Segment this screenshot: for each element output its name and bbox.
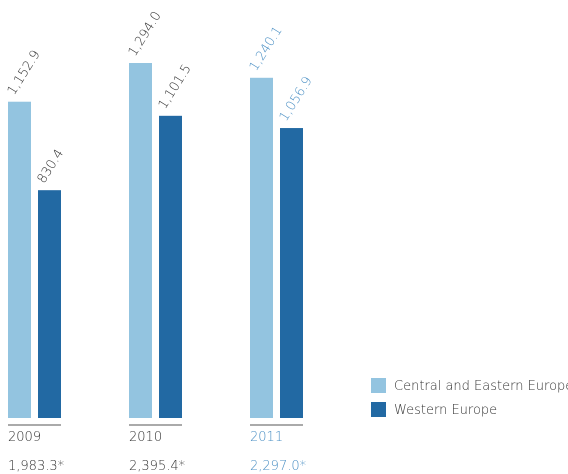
bar (129, 63, 152, 418)
category-label: 2010 (129, 430, 162, 445)
bar (38, 190, 61, 418)
value-label: 830.4 (35, 147, 67, 187)
category-label: 2011 (250, 430, 283, 445)
total-label: 2,395.4* (129, 459, 185, 474)
bar (280, 128, 303, 418)
legend-label: Central and Eastern Europe (394, 379, 568, 394)
bar (8, 101, 31, 419)
value-label: 1,101.5 (156, 62, 195, 112)
total-label: 1,983.3* (8, 459, 64, 474)
legend-label: Western Europe (394, 403, 497, 418)
legend-swatch (371, 402, 386, 417)
value-label: 1,294.0 (126, 9, 165, 59)
bar (250, 77, 273, 418)
bar (159, 115, 182, 419)
total-label: 2,297.0* (250, 459, 306, 474)
value-label: 1,240.1 (247, 24, 286, 74)
category-label: 2009 (8, 430, 41, 445)
legend-swatch (371, 378, 386, 393)
value-label: 1,056.9 (277, 74, 316, 124)
value-label: 1,152.9 (5, 48, 44, 98)
